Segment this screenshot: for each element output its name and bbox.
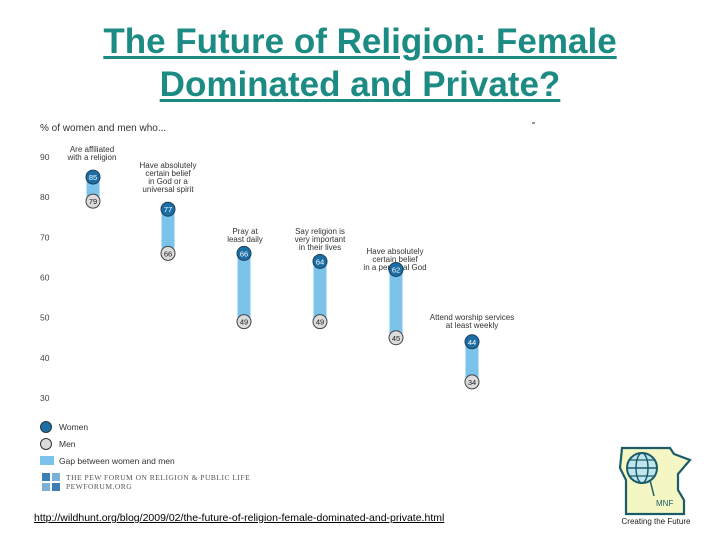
slide-title: The Future of Religion: Female Dominated… xyxy=(40,20,680,106)
globe-icon xyxy=(626,452,658,484)
gap-bar xyxy=(313,261,327,322)
men-point xyxy=(85,193,101,209)
men-value-label: 49 xyxy=(316,318,324,327)
y-tick-label: 40 xyxy=(40,353,50,363)
category-label: at least weekly xyxy=(446,321,498,330)
category-label: Say religion is xyxy=(295,227,345,236)
y-tick-label: 70 xyxy=(40,232,50,242)
men-value-label: 34 xyxy=(468,378,476,387)
pew-logo-line2: PEWFORUM.ORG xyxy=(66,482,133,491)
y-tick-label: 80 xyxy=(40,192,50,202)
category-label: Have absolutely xyxy=(140,161,197,170)
category-label: least daily xyxy=(227,235,263,244)
pew-logo-line1: THE PEW FORUM ON RELIGION & PUBLIC LIFE xyxy=(66,473,251,482)
women-value-label: 44 xyxy=(468,338,476,347)
mnf-logo: MNF xyxy=(618,446,692,516)
chart-marks: 85 79 77 66 66 49 64 49 62 45 44 34 xyxy=(85,169,480,390)
women-value-label: 66 xyxy=(240,249,248,258)
men-value-label: 45 xyxy=(392,334,400,343)
women-value-label: 85 xyxy=(89,173,97,182)
legend-label-men: Men xyxy=(59,438,76,449)
men-point xyxy=(464,374,480,390)
women-point xyxy=(312,253,328,269)
category-label: in God or a xyxy=(148,177,188,186)
y-tick-label: 30 xyxy=(40,393,50,403)
y-tick-label: 60 xyxy=(40,273,50,283)
category-label: certain belief xyxy=(145,169,191,178)
legend-item-women: Women xyxy=(40,418,175,435)
gap-bar xyxy=(389,269,403,338)
women-point xyxy=(388,261,404,277)
men-value-label: 66 xyxy=(164,249,172,258)
gap-bar xyxy=(465,341,479,382)
women-value-label: 64 xyxy=(316,257,324,266)
women-swatch-icon xyxy=(40,420,52,433)
men-value-label: 49 xyxy=(240,318,248,327)
women-point xyxy=(464,334,480,350)
category-label: certain belief xyxy=(372,255,418,264)
legend-label-gap: Gap between women and men xyxy=(59,455,175,466)
category-label: universal spirit xyxy=(142,185,194,194)
women-value-label: 77 xyxy=(164,205,172,214)
men-value-label: 79 xyxy=(89,197,97,206)
y-axis: 90 80 70 60 50 40 30 xyxy=(40,152,50,403)
women-point xyxy=(160,201,176,217)
men-swatch-icon xyxy=(40,437,52,450)
men-point xyxy=(388,330,404,346)
gap-bar xyxy=(161,209,175,254)
y-tick-label: 50 xyxy=(40,313,50,323)
pew-forum-logo: THE PEW FORUM ON RELIGION & PUBLIC LIFE … xyxy=(42,473,250,491)
category-label: Attend worship services xyxy=(430,313,514,322)
category-label: very important xyxy=(295,235,346,244)
gap-bar xyxy=(237,253,251,322)
chart-title: % of women and men who... xyxy=(40,123,166,134)
category-label: in their lives xyxy=(299,243,341,252)
chart-legend: Women Men Gap between women and men xyxy=(40,418,175,469)
women-point xyxy=(236,245,252,261)
legend-item-gap: Gap between women and men xyxy=(40,452,175,469)
women-point xyxy=(85,169,101,185)
mnf-caption: Creating the Future xyxy=(621,517,691,526)
category-label: Are affiliated xyxy=(70,145,114,154)
category-label: Pray at xyxy=(232,227,258,236)
men-point xyxy=(236,314,252,330)
category-label: Have absolutely xyxy=(367,247,424,256)
title-line-1: The Future of Religion: Female xyxy=(103,22,617,61)
men-point xyxy=(160,245,176,261)
category-label: with a religion xyxy=(67,153,117,162)
source-link[interactable]: http://wildhunt.org/blog/2009/02/the-fut… xyxy=(34,512,445,524)
men-point xyxy=(312,314,328,330)
legend-item-men: Men xyxy=(40,435,175,452)
title-line-2: Dominated and Private? xyxy=(159,65,561,104)
gap-swatch-icon xyxy=(40,456,54,465)
y-tick-label: 90 xyxy=(40,152,50,162)
mnf-badge: MNF xyxy=(656,499,673,508)
pew-logo-icon xyxy=(42,473,60,491)
legend-label-women: Women xyxy=(59,421,89,432)
women-value-label: 62 xyxy=(392,265,400,274)
